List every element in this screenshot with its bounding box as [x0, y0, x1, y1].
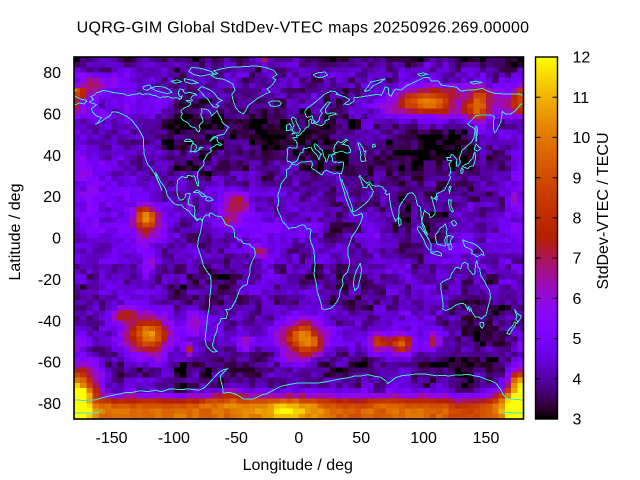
- svg-text:5: 5: [573, 331, 582, 348]
- svg-text:4: 4: [573, 371, 582, 388]
- svg-text:8: 8: [573, 211, 582, 228]
- svg-text:-150: -150: [95, 430, 127, 447]
- svg-text:6: 6: [573, 291, 582, 308]
- svg-text:80: 80: [43, 65, 61, 82]
- svg-text:Latitude / deg: Latitude / deg: [7, 184, 24, 281]
- svg-text:UQRG-GIM Global StdDev-VTEC ma: UQRG-GIM Global StdDev-VTEC maps 2025092…: [77, 20, 530, 37]
- svg-text:60: 60: [43, 107, 61, 124]
- svg-text:0: 0: [294, 430, 303, 447]
- svg-text:20: 20: [43, 189, 61, 206]
- svg-text:3: 3: [573, 412, 582, 429]
- svg-text:0: 0: [52, 231, 61, 248]
- svg-text:-50: -50: [225, 430, 248, 447]
- svg-text:-40: -40: [38, 313, 61, 330]
- svg-text:100: 100: [410, 430, 437, 447]
- svg-text:-60: -60: [38, 355, 61, 372]
- svg-text:StdDev-VTEC / TECU: StdDev-VTEC / TECU: [595, 132, 612, 289]
- svg-text:9: 9: [573, 170, 582, 187]
- svg-text:12: 12: [573, 50, 591, 67]
- svg-text:40: 40: [43, 148, 61, 165]
- svg-text:Longitude / deg: Longitude / deg: [243, 457, 353, 474]
- svg-text:7: 7: [573, 251, 582, 268]
- svg-text:10: 10: [573, 130, 591, 147]
- svg-text:150: 150: [473, 430, 500, 447]
- svg-text:11: 11: [573, 90, 590, 107]
- svg-text:-80: -80: [38, 396, 61, 413]
- svg-text:-100: -100: [158, 430, 190, 447]
- svg-text:50: 50: [352, 430, 370, 447]
- svg-text:-20: -20: [38, 272, 61, 289]
